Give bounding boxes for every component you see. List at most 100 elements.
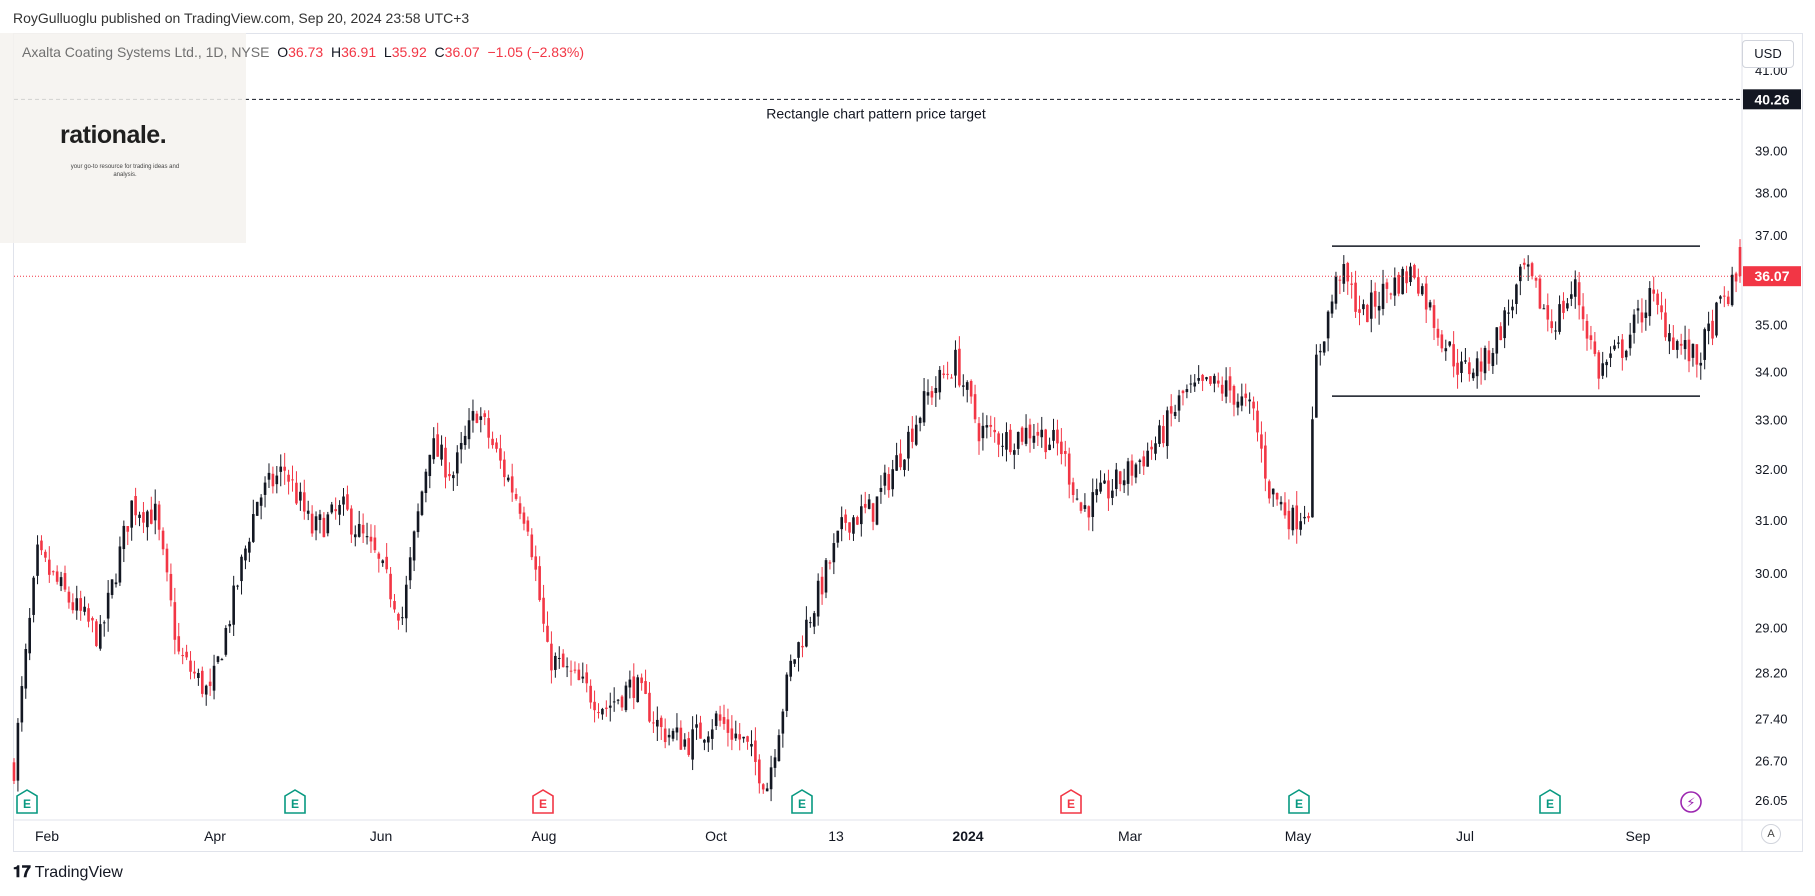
candle-body xyxy=(585,672,589,684)
time-tick-label: Apr xyxy=(204,828,226,844)
candle-body xyxy=(1279,501,1283,505)
candle-body xyxy=(401,617,404,619)
candle-body xyxy=(989,424,993,427)
earnings-marker xyxy=(284,789,306,814)
candle-body xyxy=(569,670,573,672)
candle-body xyxy=(962,385,965,387)
candle-body xyxy=(801,645,804,648)
candle-body xyxy=(1675,341,1679,350)
candle-body xyxy=(1079,502,1083,511)
candle-body xyxy=(836,530,840,543)
candle-body xyxy=(1373,291,1377,307)
current-price-value: 36.07 xyxy=(1754,268,1789,284)
candle-body xyxy=(938,369,942,393)
earnings-marker-label: E xyxy=(1067,797,1075,811)
price-tick-label: 30.00 xyxy=(1755,566,1788,581)
candle-body xyxy=(428,454,432,477)
candle-body xyxy=(1601,363,1605,376)
candle-body xyxy=(899,453,902,468)
high-label: H xyxy=(330,44,342,60)
candle-body xyxy=(691,729,694,760)
candle-body xyxy=(1087,506,1091,518)
candle-body xyxy=(240,556,243,582)
candle-body xyxy=(918,417,922,424)
candle-body xyxy=(1605,361,1608,366)
candle-body xyxy=(1177,395,1181,411)
open-label: O xyxy=(277,44,289,60)
candle-body xyxy=(1232,385,1236,405)
candle-body xyxy=(1424,283,1428,310)
candle-body xyxy=(1052,429,1055,441)
candle-body xyxy=(1562,300,1565,313)
candle-body xyxy=(1315,354,1318,418)
candle-body xyxy=(467,420,471,440)
candle-body xyxy=(32,577,35,615)
candle-body xyxy=(99,624,102,649)
low-value: 35.92 xyxy=(391,44,427,60)
candle-body xyxy=(420,491,424,515)
earnings-marker xyxy=(1539,789,1561,814)
candle-body xyxy=(1240,396,1244,406)
candle-body xyxy=(958,348,961,386)
currency-button[interactable]: USD xyxy=(1742,40,1794,68)
time-tick-label: Jun xyxy=(370,828,393,844)
symbol-description[interactable]: Axalta Coating Systems Ltd., 1D, NYSE xyxy=(22,44,270,60)
candle-body xyxy=(1546,305,1550,320)
candle-body xyxy=(832,543,836,563)
candle-body xyxy=(656,719,659,727)
candle-body xyxy=(1475,358,1479,377)
candle-body xyxy=(318,514,322,521)
candle-body xyxy=(302,492,306,512)
candle-body xyxy=(444,447,447,478)
candle-body xyxy=(1444,348,1448,352)
auto-scale-button[interactable]: A xyxy=(1761,824,1781,844)
candle-body xyxy=(1511,306,1514,311)
candle-body xyxy=(1652,289,1655,294)
candle-body xyxy=(1075,498,1079,500)
close-label: C xyxy=(434,44,445,60)
candle-body xyxy=(1464,360,1467,362)
time-tick-label: Sep xyxy=(1626,828,1651,844)
candle-body xyxy=(487,418,490,438)
candle-body xyxy=(887,474,891,491)
candle-body xyxy=(200,670,204,694)
candle-body xyxy=(1617,342,1620,344)
candle-body xyxy=(459,442,463,450)
candle-body xyxy=(1322,341,1326,353)
candle-body xyxy=(1114,469,1118,490)
candle-body xyxy=(1734,273,1738,282)
time-tick-label: Aug xyxy=(532,828,557,844)
candle-body xyxy=(903,459,906,470)
dividend-marker xyxy=(1680,791,1702,813)
candle-body xyxy=(173,602,177,640)
candle-body xyxy=(1530,263,1534,277)
candle-body xyxy=(322,517,326,538)
candle-body xyxy=(424,471,428,493)
candle-body xyxy=(679,727,683,750)
tradingview-footer-logo[interactable]: 𝟏𝟕 TradingView xyxy=(13,864,123,882)
price-tick-label: 37.00 xyxy=(1755,228,1788,243)
candle-body xyxy=(1303,516,1306,519)
candle-body xyxy=(1417,277,1420,294)
candle-body xyxy=(287,474,290,482)
price-tick-label: 26.70 xyxy=(1755,753,1788,768)
price-tick-label: 35.00 xyxy=(1755,318,1788,333)
candle-body xyxy=(1209,376,1212,384)
candle-body xyxy=(1711,320,1714,339)
candle-body xyxy=(773,757,777,768)
candle-body xyxy=(616,699,620,701)
candle-body xyxy=(1048,444,1051,451)
candle-body xyxy=(848,522,851,533)
candle-body xyxy=(1703,329,1706,360)
candle-body xyxy=(1024,427,1028,444)
candle-body xyxy=(503,459,506,478)
tradingview-icon: 𝟏𝟕 xyxy=(13,864,31,881)
candle-body xyxy=(87,608,90,622)
candle-body xyxy=(1213,375,1216,384)
candle-body xyxy=(1738,247,1742,277)
candle-body xyxy=(1640,312,1644,323)
candle-body xyxy=(722,717,726,724)
candle-body xyxy=(165,548,169,573)
candle-body xyxy=(1354,282,1357,312)
